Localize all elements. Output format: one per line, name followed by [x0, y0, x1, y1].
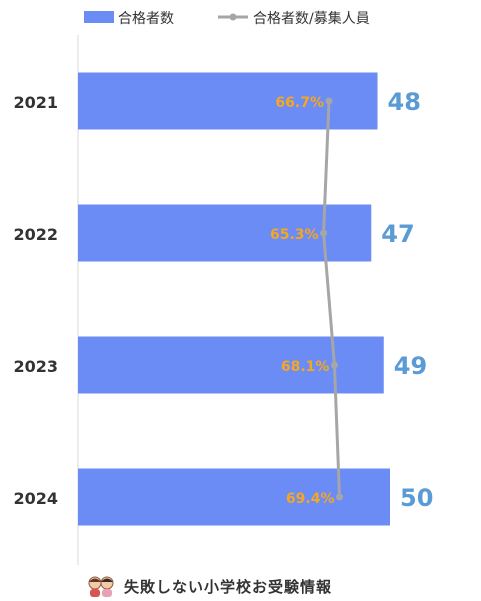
legend: 合格者数 合格者数/募集人員 [84, 10, 370, 27]
footer-text: 失敗しない小学校お受験情報 [124, 577, 333, 596]
children-icon [88, 576, 114, 597]
bar-2021 [78, 72, 378, 130]
bar-2024 [78, 468, 390, 526]
combo-chart: 合格者数 合格者数/募集人員 2021 48 2022 47 2023 49 2024 50 6… [13, 10, 433, 565]
ratio-point-2023 [330, 361, 338, 369]
ratio-label-2024: 69.4% [286, 491, 335, 507]
ratio-point-2021 [325, 97, 333, 105]
legend-bar-swatch [84, 11, 114, 23]
ratio-label-2022: 65.3% [270, 227, 319, 243]
footer-branding: 失敗しない小学校お受験情報 [86, 572, 332, 600]
bar-value-label-2023: 49 [394, 352, 427, 380]
bar-value-label-2021: 48 [388, 88, 421, 116]
legend-line-label: 合格者数/募集人員 [253, 10, 370, 27]
legend-bar-label: 合格者数 [118, 11, 174, 27]
bar-value-label-2024: 50 [400, 484, 433, 512]
ratio-label-2021: 66.7% [275, 95, 324, 111]
ratio-line [322, 100, 341, 498]
bar-value-label-2022: 47 [381, 220, 414, 248]
category-label-2024: 2024 [13, 489, 58, 508]
ratio-point-2024 [336, 493, 343, 501]
ratio-label-2023: 68.1% [281, 359, 330, 375]
ratio-point-2022 [320, 229, 328, 237]
category-label-2022: 2022 [13, 225, 58, 244]
category-label-2023: 2023 [13, 357, 58, 376]
category-label-2021: 2021 [13, 93, 58, 112]
bar-2022 [78, 204, 372, 262]
legend-line-marker [229, 13, 237, 21]
